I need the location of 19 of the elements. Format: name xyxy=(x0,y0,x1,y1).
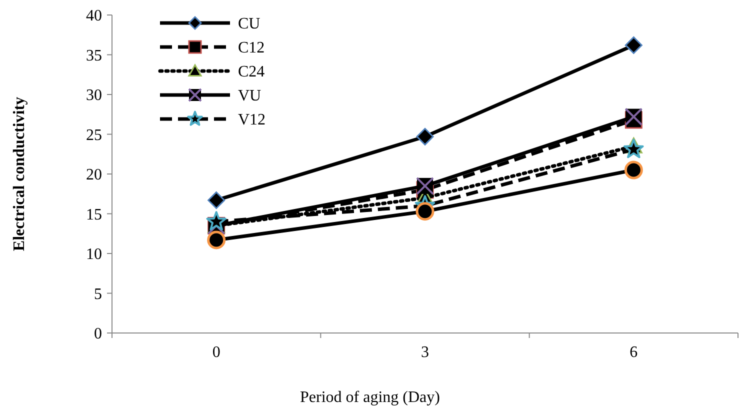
legend-label: C24 xyxy=(238,64,265,81)
y-tick-label: 40 xyxy=(86,8,102,25)
y-tick-label: 20 xyxy=(86,166,102,184)
y-tick-label: 25 xyxy=(86,126,102,144)
x-tick-label: 3 xyxy=(421,344,429,361)
x-axis-title: Period of aging (Day) xyxy=(300,389,440,406)
legend-label: CU xyxy=(238,16,261,33)
y-tick-label: 15 xyxy=(86,206,102,224)
y-tick-label: 30 xyxy=(86,87,102,104)
x-tick-label: 6 xyxy=(630,344,638,361)
legend-label: V12 xyxy=(238,112,266,129)
x-tick-label: 0 xyxy=(212,344,220,361)
y-tick-label: 10 xyxy=(86,246,102,264)
y-tick-label: 5 xyxy=(94,286,102,303)
y-axis-title: Electrical conductivity xyxy=(11,96,28,252)
y-tick-label: 0 xyxy=(94,326,102,343)
legend-label: VU xyxy=(238,88,262,105)
legend-label: C12 xyxy=(238,40,265,57)
y-tick-label: 35 xyxy=(86,47,102,64)
